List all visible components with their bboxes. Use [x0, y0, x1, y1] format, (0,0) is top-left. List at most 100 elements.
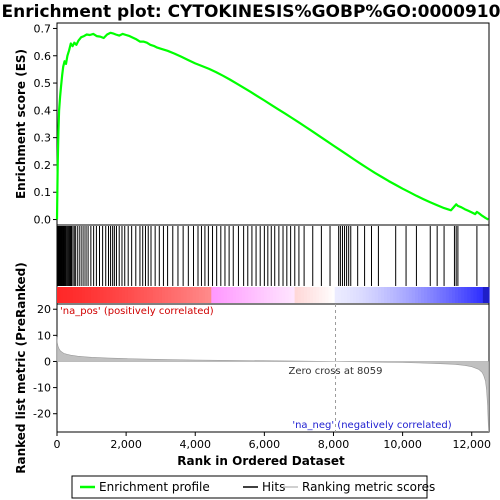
chart-title: Enrichment plot: CYTOKINESIS%GOBP%GO:000… — [2, 2, 500, 22]
rank-color-cell — [180, 287, 185, 303]
legend: Enrichment profile Hits Ranking metric s… — [71, 475, 435, 499]
rank-color-cell — [75, 287, 80, 303]
rank-color-cell — [362, 287, 367, 303]
rank-color-cell — [189, 287, 194, 303]
rank-color-cell — [260, 287, 265, 303]
es-tick-label: 0.1 — [34, 186, 52, 199]
rank-color-cell — [118, 287, 123, 303]
es-tick-label: 0.2 — [34, 159, 52, 172]
rank-color-cell — [220, 287, 225, 303]
rank-color-cell — [202, 287, 206, 303]
rank-color-cell — [251, 287, 256, 303]
rank-color-cell — [158, 287, 163, 303]
rank-color-cell — [134, 287, 138, 303]
rank-color-cell — [390, 287, 394, 303]
rank-color-cell — [303, 287, 308, 303]
rank-color-cell — [347, 287, 351, 303]
rank-color-cell — [177, 287, 182, 303]
rank-color-cell — [242, 287, 246, 303]
rank-color-cell — [473, 287, 478, 303]
rank-color-cell — [263, 287, 268, 303]
rank-color-cell — [192, 287, 197, 303]
rank-color-cell — [63, 287, 67, 303]
rank-color-cell — [374, 287, 379, 303]
rank-color-cell — [69, 287, 74, 303]
rank-color-cell — [436, 287, 441, 303]
metric-tick-label: 10 — [37, 329, 51, 342]
rank-color-cell — [78, 287, 83, 303]
rank-color-cell — [316, 287, 320, 303]
rank-color-cell — [455, 287, 459, 303]
rank-color-cell — [229, 287, 234, 303]
rank-color-cell — [57, 287, 61, 303]
rank-color-cell — [60, 287, 64, 303]
rank-color-cell — [97, 287, 101, 303]
rank-color-cell — [479, 287, 484, 303]
metric-tick-label: 20 — [37, 303, 51, 316]
rank-color-cell — [100, 287, 104, 303]
rank-color-cell — [430, 287, 435, 303]
rank-color-cell — [464, 287, 468, 303]
rank-color-cell — [84, 287, 89, 303]
rank-color-cell — [211, 287, 215, 303]
rank-color-cell — [300, 287, 305, 303]
rank-color-cell — [421, 287, 425, 303]
rank-color-cell — [257, 287, 262, 303]
rank-color-cell — [448, 287, 453, 303]
rank-color-cell — [226, 287, 231, 303]
zero-cross-label: Zero cross at 8059 — [289, 366, 383, 377]
metric-axis: 20 10 0 -10 -20 — [33, 303, 57, 421]
x-tick-label: 10,000 — [383, 438, 422, 451]
rank-color-cell — [387, 287, 391, 303]
rank-color-cell — [368, 287, 373, 303]
rank-color-cell — [291, 287, 296, 303]
rank-color-cell — [377, 287, 382, 303]
es-tick-label: 0.5 — [34, 77, 52, 90]
rank-color-cell — [81, 287, 86, 303]
enrichment-line — [55, 31, 489, 221]
rank-color-cell — [165, 287, 169, 303]
rank-color-cell — [131, 287, 135, 303]
rank-color-cell — [146, 287, 151, 303]
rank-color-cell — [149, 287, 154, 303]
rank-color-cell — [418, 287, 422, 303]
rank-color-cell — [254, 287, 259, 303]
rank-color-cell — [282, 287, 286, 303]
rank-color-cell — [109, 287, 114, 303]
metric-tick-label: 0 — [44, 355, 51, 368]
x-axis: 0 2,000 4,000 6,000 8,000 10,000 12,000 — [54, 432, 491, 451]
rank-color-cell — [294, 287, 299, 303]
rank-color-cell — [276, 287, 280, 303]
rank-color-cell — [140, 287, 144, 303]
rank-color-cell — [359, 287, 364, 303]
rank-color-cell — [356, 287, 360, 303]
es-tick-label: 0.3 — [34, 132, 52, 145]
x-tick-label: 4,000 — [179, 438, 211, 451]
x-tick-label: 12,000 — [452, 438, 491, 451]
rank-color-cell — [353, 287, 357, 303]
rank-color-cell — [408, 287, 413, 303]
rank-color-cell — [414, 287, 419, 303]
rank-color-cell — [325, 287, 330, 303]
rank-color-cell — [343, 287, 348, 303]
rank-color-cell — [66, 287, 70, 303]
rank-color-cell — [365, 287, 370, 303]
rank-color-cell — [458, 287, 462, 303]
rank-color-cell — [337, 287, 342, 303]
rank-color-cell — [127, 287, 132, 303]
rank-color-cell — [451, 287, 456, 303]
metric-tick-label: -20 — [33, 408, 51, 421]
rank-color-cell — [72, 287, 77, 303]
rank-color-cell — [461, 287, 465, 303]
rank-color-cell — [297, 287, 302, 303]
rank-color-cell — [288, 287, 293, 303]
rank-color-cell — [245, 287, 249, 303]
es-series — [55, 31, 489, 221]
x-tick-label: 0 — [54, 438, 61, 451]
rank-color-cell — [328, 287, 333, 303]
rank-color-cell — [467, 287, 472, 303]
x-tick-label: 6,000 — [249, 438, 281, 451]
rank-color-cell — [155, 287, 160, 303]
x-tick-label: 2,000 — [110, 438, 142, 451]
